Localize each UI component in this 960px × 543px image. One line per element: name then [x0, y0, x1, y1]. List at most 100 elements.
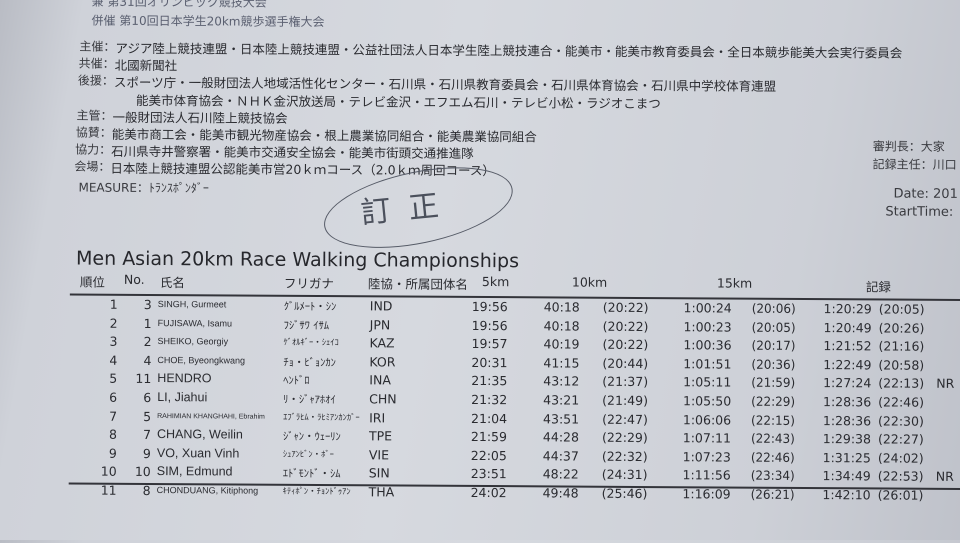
cell-time: 1:29:38: [822, 431, 872, 447]
event-subtitle-1: 兼 第31回オリンピック競技大会: [91, 0, 267, 10]
cell-k10: 43:12: [543, 373, 580, 389]
organizer-label: 主催：: [79, 39, 116, 54]
cell-s15: (22:15): [751, 412, 796, 428]
cell-s15: (20:05): [751, 319, 796, 335]
cell-k5: 19:56: [471, 298, 508, 315]
cell-kana: ｼﾞｬﾝ・ｳｪｰﾘﾝ: [282, 430, 341, 444]
cell-time: 1:27:24: [823, 375, 872, 391]
cell-time: 1:20:29: [823, 301, 872, 317]
correction-stamp: 訂正: [359, 186, 459, 232]
cell-no: 10: [134, 464, 151, 480]
cell-s10: (21:49): [602, 392, 649, 409]
cell-rank: 10: [100, 464, 117, 480]
cell-no: 1: [143, 315, 152, 331]
cell-name: RAHIMIAN KHANGHAHI, Ebrahim: [157, 412, 265, 421]
cell-k15: 1:07:11: [682, 430, 732, 446]
recorder: 記録主任：川口: [872, 157, 957, 172]
cell-s20: (21:16): [878, 338, 925, 354]
cell-s10: (25:46): [601, 485, 648, 502]
cell-k10: 48:22: [542, 466, 579, 482]
cell-no: 6: [143, 389, 152, 405]
cell-k5: 23:51: [470, 466, 507, 482]
cell-kana: ﾍﾝﾄﾞﾛ: [283, 375, 310, 388]
col-10km: 10km: [571, 274, 608, 290]
cell-s20: (22:27): [877, 431, 924, 447]
cell-kana: ﾁｮ・ﾋﾞｮﾝｶﾝ: [283, 356, 336, 369]
cell-rank: 11: [100, 482, 117, 498]
cell-name: VO, Xuan Vinh: [156, 445, 240, 461]
cell-k5: 21:04: [471, 410, 508, 426]
cell-k10: 40:18: [543, 317, 580, 334]
cell-s15: (20:06): [751, 300, 796, 316]
cell-k15: 1:00:24: [683, 300, 732, 316]
cell-rank: 9: [108, 445, 117, 461]
cell-rank: 3: [109, 333, 118, 349]
cell-s20: (20:58): [878, 357, 925, 373]
cell-s20: (22:46): [878, 394, 925, 410]
cell-k15: 1:05:11: [683, 374, 732, 390]
cell-s15: (20:17): [751, 337, 796, 354]
cell-time: 1:22:49: [823, 356, 872, 373]
cell-name: FUJISAWA, Isamu: [157, 317, 233, 329]
cell-time: 1:34:49: [822, 468, 871, 484]
organizer-label: 共催：: [78, 56, 115, 71]
referee: 審判長：大家: [872, 139, 945, 154]
cell-no: 9: [142, 445, 151, 461]
cell-kana: ｴﾄﾞﾓﾝﾄﾞ・ｼﾑ: [282, 468, 341, 481]
cell-team: KAZ: [369, 335, 395, 351]
cell-k15: 1:06:06: [682, 411, 732, 428]
cell-time: 1:21:52: [823, 338, 872, 354]
cell-s20: (20:05): [878, 301, 925, 317]
cell-k15: 1:11:56: [682, 467, 731, 483]
organizer-text: アジア陸上競技連盟・日本陸上競技連盟・公益社団法人日本学生陸上競技連合・能美市・…: [115, 40, 903, 61]
cell-k15: 1:07:23: [682, 449, 731, 465]
cell-s10: (20:22): [602, 299, 649, 316]
cell-k15: 1:16:09: [682, 486, 731, 502]
col-team: 陸協・所属団体名: [367, 276, 468, 292]
cell-s10: (20:22): [602, 318, 649, 334]
event-subtitle-2: 併催 第10回日本学生20km競歩選手権大会: [91, 13, 325, 30]
measure-method: MEASURE：ﾄﾗﾝｽﾎﾟﾝﾀﾞｰ: [78, 180, 210, 196]
cell-no: 5: [143, 408, 152, 424]
cell-rank: 2: [109, 315, 118, 331]
cell-name: SINGH, Gurmeet: [157, 299, 227, 310]
cell-k10: 44:28: [542, 429, 580, 445]
cell-team: THA: [368, 484, 395, 500]
cell-k10: 43:51: [543, 410, 580, 427]
cell-kana: ｼｭｱﾝﾋﾞﾝ・ﾎﾞｰ: [282, 449, 334, 460]
cell-team: JPN: [369, 316, 391, 333]
cell-s15: (22:29): [751, 393, 796, 409]
cell-s10: (22:47): [602, 411, 648, 427]
cell-rank: 5: [109, 371, 118, 387]
cell-name: HENDRO: [157, 371, 212, 386]
cell-team: VIE: [368, 447, 390, 463]
col-no: No.: [123, 271, 145, 287]
cell-no: 3: [143, 296, 152, 312]
cell-team: TPE: [368, 428, 393, 444]
cell-note: NR: [935, 469, 954, 485]
organizer-label: 会場：: [74, 159, 111, 174]
cell-k15: 1:01:51: [683, 356, 732, 372]
cell-s15: (26:21): [750, 486, 795, 502]
col-rank: 順位: [79, 274, 105, 290]
cell-s10: (21:37): [602, 374, 649, 390]
organizer-label: 協力：: [75, 142, 112, 157]
cell-team: INA: [369, 372, 391, 388]
col-name: 氏名: [159, 275, 185, 291]
cell-k5: 24:02: [470, 484, 507, 501]
cell-s20: (22:13): [878, 375, 925, 392]
cell-kana: ｴﾌﾞﾗﾋﾑ・ﾗﾋﾐｱﾝｶﾝｶﾞｰ: [283, 412, 360, 423]
cell-time: 1:20:49: [823, 319, 872, 335]
cell-team: CHN: [369, 391, 397, 407]
cell-k5: 21:35: [471, 373, 508, 389]
cell-k5: 20:31: [471, 354, 508, 370]
cell-s15: (20:36): [751, 356, 796, 372]
cell-s20: (20:26): [878, 320, 925, 336]
cell-time: 1:28:36: [822, 394, 872, 410]
cell-kana: ﾘ・ｼﾞｬｱﾎｵｲ: [283, 393, 336, 407]
cell-k15: 1:05:50: [682, 393, 732, 409]
cell-s15: (22:43): [750, 430, 795, 447]
cell-s20: (22:53): [877, 468, 924, 485]
cell-no: 8: [142, 482, 151, 498]
